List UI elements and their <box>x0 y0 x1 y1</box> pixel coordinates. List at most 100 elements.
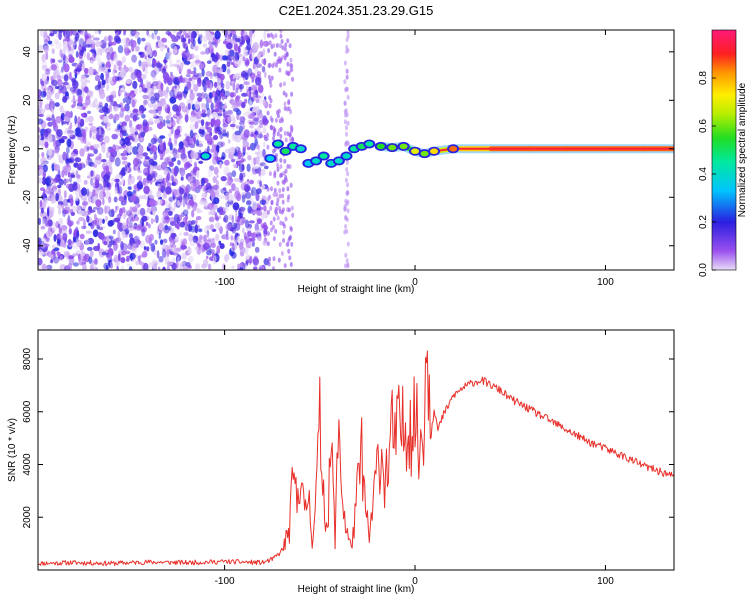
noise-speckle <box>283 223 286 229</box>
noise-speckle <box>242 227 245 234</box>
noise-speckle <box>259 162 266 167</box>
spectrogram-x-label: Height of straight line (km) <box>298 284 415 295</box>
noise-speckle <box>63 54 66 64</box>
noise-speckle <box>123 32 126 36</box>
noise-speckle <box>51 163 55 172</box>
noise-speckle <box>344 177 348 183</box>
noise-speckle <box>41 80 45 87</box>
noise-speckle <box>53 164 61 172</box>
noise-speckle <box>95 217 100 227</box>
noise-speckle <box>130 69 136 76</box>
noise-speckle-layer <box>38 30 350 270</box>
noise-speckle <box>67 130 74 137</box>
noise-speckle <box>46 264 53 270</box>
noise-speckle <box>50 64 58 71</box>
spectrogram-y-label: Frequency (Hz) <box>7 116 18 185</box>
noise-speckle <box>269 115 273 121</box>
snr-y-axis: 2000 4000 6000 8000 <box>22 347 674 528</box>
noise-speckle <box>53 188 57 195</box>
noise-speckle <box>253 57 259 65</box>
noise-speckle <box>142 177 147 186</box>
noise-speckle <box>43 164 48 173</box>
noise-speckle <box>85 230 92 234</box>
noise-speckle <box>75 252 79 257</box>
colorbar-gradient <box>712 30 736 270</box>
noise-speckle <box>268 40 272 46</box>
noise-speckle <box>74 250 80 255</box>
noise-speckle <box>256 112 264 119</box>
noise-speckle <box>61 74 64 79</box>
noise-speckle <box>221 82 225 89</box>
noise-speckle <box>70 151 75 159</box>
noise-speckle <box>286 71 290 77</box>
noise-speckle <box>180 153 187 160</box>
noise-speckle <box>79 148 85 157</box>
noise-speckle <box>259 199 267 205</box>
noise-speckle <box>146 45 151 55</box>
noise-speckle <box>256 218 262 225</box>
noise-speckle <box>53 71 57 80</box>
noise-speckle <box>254 137 258 147</box>
noise-speckle <box>175 261 179 270</box>
noise-speckle <box>218 110 222 115</box>
noise-speckle <box>73 129 76 135</box>
noise-speckle <box>120 257 126 264</box>
noise-speckle <box>343 101 347 106</box>
noise-speckle <box>161 249 167 258</box>
noise-speckle <box>40 30 44 38</box>
noise-speckle <box>201 91 205 100</box>
noise-speckle <box>193 73 200 78</box>
noise-speckle <box>195 219 198 225</box>
noise-speckle <box>108 209 115 218</box>
noise-speckle <box>93 143 100 149</box>
noise-speckle <box>51 48 55 55</box>
y-tick-label: 8000 <box>22 347 33 370</box>
colorbar-tick-label: 0.0 <box>698 263 709 277</box>
noise-speckle <box>98 153 102 160</box>
noise-speckle <box>117 146 123 150</box>
noise-speckle <box>86 215 90 223</box>
track-blob-core <box>201 153 210 159</box>
noise-speckle <box>169 63 174 68</box>
noise-speckle <box>189 114 196 124</box>
noise-speckle <box>40 237 47 245</box>
noise-speckle <box>95 200 100 205</box>
noise-speckle <box>170 221 177 227</box>
noise-speckle <box>231 183 236 192</box>
noise-speckle <box>241 92 248 97</box>
noise-speckle <box>178 194 183 203</box>
noise-speckle <box>165 186 172 195</box>
noise-speckle <box>283 53 287 59</box>
noise-speckle <box>277 257 281 263</box>
noise-speckle <box>246 163 251 172</box>
noise-speckle <box>89 178 96 188</box>
noise-speckle <box>283 263 287 269</box>
noise-speckle <box>244 98 248 104</box>
noise-speckle <box>58 138 65 144</box>
noise-speckle <box>278 67 282 73</box>
x-tick-label: 100 <box>597 277 614 288</box>
noise-speckle <box>211 90 217 98</box>
noise-speckle <box>137 37 141 45</box>
noise-speckle <box>44 218 51 227</box>
noise-speckle <box>77 163 83 171</box>
noise-speckle <box>65 30 71 39</box>
noise-speckle <box>281 187 285 193</box>
noise-speckle <box>343 229 347 235</box>
noise-speckle <box>152 264 157 270</box>
noise-speckle <box>62 96 68 103</box>
x-tick-label: 0 <box>412 576 418 587</box>
noise-speckle <box>57 251 61 257</box>
noise-speckle <box>287 194 291 200</box>
noise-speckle <box>74 157 82 163</box>
noise-speckle <box>279 157 283 163</box>
noise-speckle <box>283 158 287 164</box>
noise-speckle <box>191 30 197 39</box>
noise-speckle <box>231 61 235 66</box>
noise-speckle <box>111 41 117 46</box>
noise-speckle <box>230 226 234 232</box>
noise-speckle <box>54 148 60 154</box>
noise-speckle <box>153 165 157 169</box>
noise-speckle <box>82 106 86 111</box>
track-blob-core <box>266 155 275 162</box>
